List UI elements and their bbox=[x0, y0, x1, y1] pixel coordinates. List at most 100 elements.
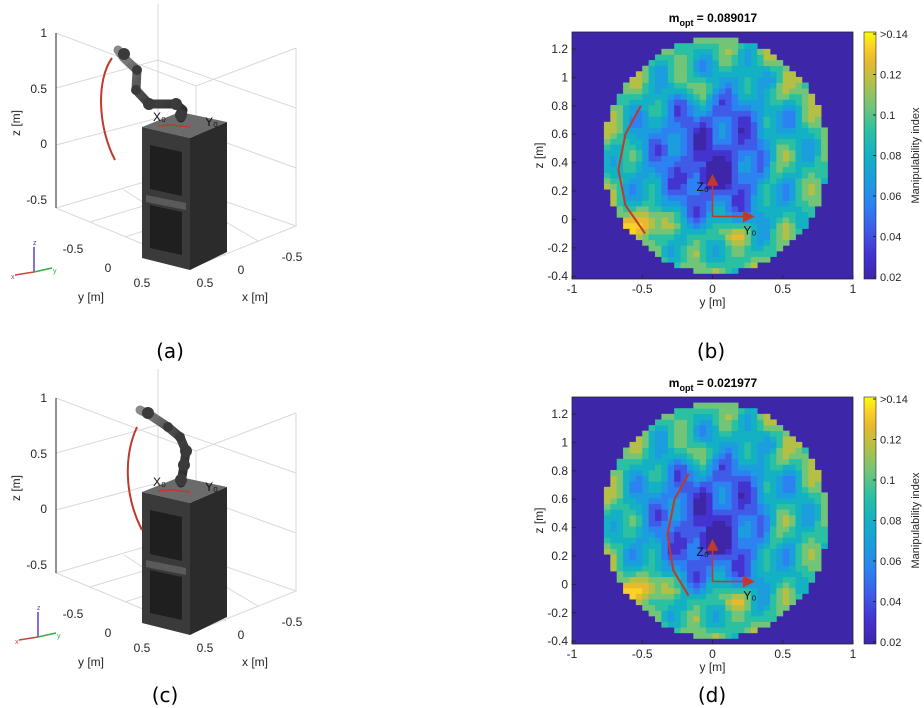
heatmap-cell bbox=[623, 166, 630, 173]
heatmap-cell bbox=[616, 194, 624, 201]
heatmap-cell bbox=[731, 486, 739, 493]
heatmap-cell bbox=[616, 104, 624, 111]
heatmap-cell bbox=[655, 565, 662, 572]
heatmap-cell bbox=[706, 520, 713, 527]
heatmap-cell bbox=[667, 149, 675, 156]
heatmap-cell bbox=[706, 262, 713, 269]
heatmap-cell bbox=[706, 256, 713, 263]
heatmap-cell bbox=[655, 542, 662, 549]
heatmap-cell bbox=[680, 526, 688, 533]
heatmap-cell bbox=[610, 194, 618, 201]
heatmap-cell bbox=[725, 82, 733, 89]
heatmap-cell bbox=[629, 469, 637, 476]
heatmap-cell bbox=[718, 447, 726, 454]
heatmap-cell bbox=[795, 481, 803, 488]
heatmap-cell bbox=[616, 211, 624, 218]
heatmap-cell bbox=[699, 413, 707, 420]
frame-y-arrow bbox=[171, 489, 191, 493]
heatmap-cell bbox=[680, 425, 688, 432]
heatmap-cell bbox=[789, 464, 796, 471]
heatmap-cell bbox=[635, 76, 643, 83]
heatmap-cell bbox=[718, 110, 726, 117]
heatmap-cell bbox=[769, 582, 777, 589]
heatmap-cell bbox=[763, 194, 771, 201]
heatmap-cell bbox=[795, 133, 803, 140]
heatmap-cell bbox=[674, 88, 681, 95]
heatmap-cell bbox=[661, 194, 669, 201]
heatmap-cell bbox=[789, 149, 796, 156]
heatmap-cell bbox=[680, 486, 688, 493]
heatmap-cell bbox=[731, 222, 739, 229]
heatmap-cell bbox=[814, 194, 822, 201]
heatmap-cell bbox=[706, 453, 713, 460]
heatmap-cell bbox=[674, 200, 681, 207]
heatmap-cell bbox=[731, 183, 739, 190]
heatmap-cell bbox=[725, 93, 733, 100]
heatmap-cell bbox=[757, 486, 764, 493]
heatmap-cell bbox=[655, 177, 662, 184]
heatmap-cell bbox=[782, 548, 790, 555]
heatmap-cell bbox=[763, 610, 771, 617]
heatmap-cell bbox=[750, 430, 758, 437]
heatmap-cell bbox=[706, 509, 713, 516]
heatmap-cell bbox=[674, 245, 681, 252]
heatmap-cell bbox=[635, 526, 643, 533]
heatmap-cell bbox=[776, 110, 784, 117]
z-axis-label: z [m] bbox=[9, 475, 23, 501]
heatmap-cell bbox=[706, 498, 713, 505]
heatmap-cell bbox=[763, 464, 771, 471]
z-tick-label: 0.5 bbox=[30, 447, 47, 461]
heatmap-cell bbox=[763, 419, 771, 426]
heatmap-cell bbox=[789, 554, 796, 561]
heatmap-cell bbox=[738, 615, 745, 622]
heatmap-cell bbox=[718, 183, 726, 190]
heatmap-cell bbox=[667, 206, 675, 213]
heatmap-cell bbox=[782, 189, 790, 196]
heatmap-cell bbox=[789, 177, 796, 184]
heatmap-cell bbox=[731, 436, 739, 443]
heatmap-cell bbox=[750, 121, 758, 128]
heatmap-cell bbox=[789, 542, 796, 549]
y-tick-label: 0 bbox=[561, 577, 568, 591]
heatmap-cell bbox=[738, 509, 745, 516]
heatmap-cell bbox=[725, 447, 733, 454]
heatmap-cell bbox=[757, 48, 764, 55]
heatmap-cell bbox=[769, 441, 777, 448]
heatmap-cell bbox=[629, 110, 637, 117]
heatmap-cell bbox=[763, 531, 771, 538]
heatmap-cell bbox=[776, 144, 784, 151]
heatmap-cell bbox=[629, 177, 637, 184]
heatmap-cell bbox=[655, 82, 662, 89]
heatmap-cell bbox=[603, 520, 611, 527]
heatmap-cell bbox=[674, 93, 681, 100]
heatmap-cell bbox=[648, 498, 656, 505]
heatmap-cell bbox=[648, 239, 656, 246]
heatmap-cell bbox=[623, 548, 630, 555]
heatmap-cell bbox=[623, 104, 630, 111]
heatmap-cell bbox=[744, 537, 752, 544]
heatmap-cell bbox=[699, 498, 707, 505]
heatmap-cell bbox=[616, 559, 624, 566]
heatmap-cell bbox=[738, 526, 745, 533]
heatmap-cell bbox=[763, 481, 771, 488]
heatmap-cell bbox=[699, 262, 707, 269]
heatmap-cell bbox=[750, 76, 758, 83]
heatmap-cell bbox=[757, 116, 764, 123]
heatmap-cell bbox=[693, 93, 701, 100]
heatmap-cell bbox=[808, 206, 816, 213]
heatmap-cell bbox=[769, 99, 777, 106]
heatmap-cell bbox=[610, 554, 618, 561]
x-tick-label: 1 bbox=[850, 647, 857, 661]
heatmap-cell bbox=[686, 76, 694, 83]
heatmap-cell bbox=[725, 104, 733, 111]
heatmap-cell bbox=[642, 211, 650, 218]
heatmap-cell bbox=[789, 571, 796, 578]
heatmap-cell bbox=[699, 548, 707, 555]
heatmap-cell bbox=[814, 104, 822, 111]
heatmap-cell bbox=[725, 621, 733, 628]
heatmap-cell bbox=[693, 571, 701, 578]
heatmap-cell bbox=[776, 228, 784, 235]
heatmap-cell bbox=[635, 228, 643, 235]
heatmap-cell bbox=[661, 76, 669, 83]
heatmap-cell bbox=[629, 498, 637, 505]
